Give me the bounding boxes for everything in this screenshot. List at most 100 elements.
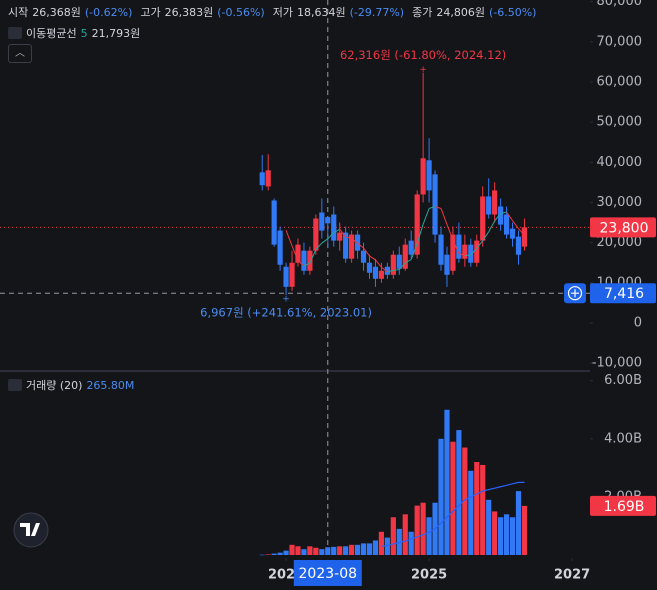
- collapse-button[interactable]: ︿: [8, 44, 32, 63]
- candle-body: [509, 228, 516, 239]
- ohlc-label: 저가: [272, 6, 293, 19]
- volume-bar: [349, 544, 355, 555]
- volume-bar: [366, 543, 373, 555]
- volume-bar: [259, 554, 265, 556]
- ma-segment: [482, 231, 490, 241]
- ma-segment: [405, 259, 412, 264]
- candle-body: [271, 200, 277, 245]
- ma-value: 21,793원: [91, 27, 141, 40]
- y-tick-label: 30,000: [597, 195, 643, 210]
- volume-bar: [509, 517, 516, 555]
- last-price-box: [590, 217, 656, 238]
- ma-segment: [333, 228, 340, 234]
- extreme-label: 62,316원 (-61.80%, 2024.12): [340, 48, 506, 62]
- last-price-label: 23,800: [600, 220, 649, 236]
- volume-bar: [301, 549, 307, 555]
- ohlc-change: (-0.56%): [217, 5, 265, 19]
- ma-segment: [309, 249, 317, 264]
- candle-body: [289, 262, 295, 287]
- candle-body: [313, 218, 319, 251]
- y-tick-label: 70,000: [597, 34, 643, 49]
- ma-segment: [416, 224, 424, 244]
- volume-bar: [390, 517, 396, 555]
- candle-body: [337, 232, 343, 241]
- logo[interactable]: [13, 512, 49, 548]
- candle-body: [438, 234, 444, 265]
- x-tick-label: 2025: [411, 568, 447, 583]
- ma-segment: [494, 213, 502, 222]
- volume-legend: 거래량 (20) 265.80M: [8, 377, 134, 393]
- volume-bar: [486, 499, 492, 555]
- ohlc-change: (-0.62%): [84, 5, 133, 19]
- volume-bar: [313, 547, 319, 555]
- ohlc-change: (-6.50%): [488, 5, 537, 19]
- logo-badge[interactable]: [13, 512, 49, 548]
- volume-bar: [414, 505, 420, 555]
- candle-body: [283, 266, 289, 287]
- volume-bar: [402, 514, 408, 555]
- volume-bar: [521, 505, 528, 555]
- ma-segment: [369, 255, 376, 261]
- visibility-icon[interactable]: [8, 379, 22, 391]
- volume-bar: [420, 502, 426, 555]
- volume-bar: [265, 554, 271, 555]
- candle-body: [396, 254, 402, 269]
- ohlc-value: 26,383원: [164, 6, 214, 19]
- ohlc-value: 26,368원: [32, 6, 81, 19]
- volume-bar: [503, 514, 510, 555]
- volume-bar: [498, 517, 504, 555]
- visibility-icon[interactable]: [8, 27, 22, 39]
- volume-bar: [384, 537, 390, 555]
- ma-segment: [387, 269, 394, 273]
- candle-body: [325, 217, 331, 224]
- volume-bar: [492, 511, 498, 555]
- ma-period: 5: [80, 26, 88, 40]
- ohlc-value: 24,806원: [436, 6, 485, 19]
- ma-segment: [393, 269, 400, 271]
- volume-ma-line: [381, 481, 525, 547]
- candle-body: [349, 234, 355, 259]
- candle-body: [331, 214, 337, 241]
- ma-segment: [291, 245, 299, 261]
- candle-body: [343, 232, 349, 259]
- candle-body: [384, 266, 390, 275]
- ma-segment: [512, 220, 519, 229]
- candle-body: [492, 190, 498, 215]
- ma-segment: [339, 228, 347, 238]
- candle-body: [521, 227, 528, 247]
- volume-bar: [325, 547, 331, 555]
- candle-body: [444, 254, 450, 275]
- ohlc-value: 18,634원: [296, 6, 346, 19]
- volume-bar: [331, 546, 337, 555]
- ma-segment: [422, 208, 430, 225]
- volume-bar: [271, 553, 277, 555]
- candle-body: [301, 250, 307, 271]
- y-tick-label: 6.00B: [604, 373, 642, 388]
- volume-bar: [378, 531, 385, 555]
- crosshair-time-box: [293, 560, 362, 586]
- candle-body: [307, 250, 313, 271]
- ma-segment: [303, 262, 311, 267]
- candle-body: [408, 240, 414, 255]
- ma-segment: [518, 228, 525, 236]
- ma-segment: [410, 243, 418, 260]
- logo-glyph[interactable]: [20, 523, 40, 536]
- candle-body: [498, 206, 504, 225]
- candle-body: [372, 266, 379, 279]
- volume-bar: [343, 546, 349, 555]
- volume-bar: [515, 491, 522, 555]
- candle-body: [515, 236, 522, 255]
- volume-bar: [480, 464, 486, 555]
- crosshair-price-box: [590, 283, 656, 304]
- volume-bar: [337, 546, 343, 555]
- volume-bar: [450, 441, 456, 555]
- ma-segment: [345, 236, 352, 239]
- ma-segment: [470, 247, 478, 256]
- volume-bar: [468, 470, 474, 555]
- candle-body: [432, 174, 438, 235]
- candle-body: [277, 230, 283, 265]
- ma-name: 이동평균선: [26, 27, 77, 40]
- ma-segment: [315, 242, 323, 250]
- candle-body: [414, 194, 420, 255]
